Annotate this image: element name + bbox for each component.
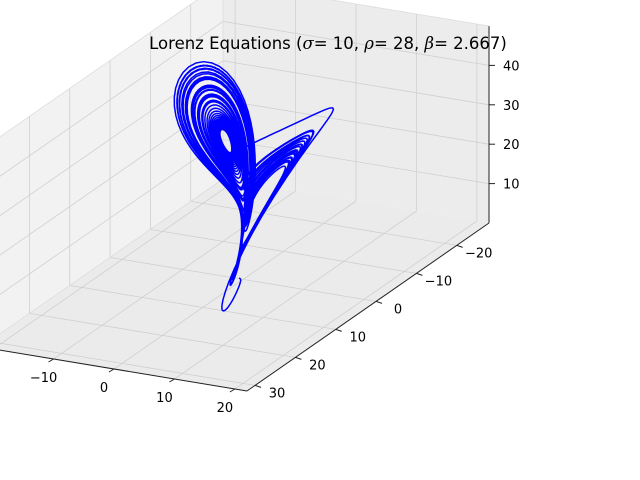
x-tick-label: 10 (156, 391, 173, 406)
z-tick-label: 20 (503, 138, 520, 153)
y-tick (456, 244, 463, 248)
y-tick-label: 20 (309, 358, 326, 373)
y-tick-label: −20 (465, 246, 492, 261)
grid-line-z-left (0, 139, 224, 295)
grid-line-y-floor (110, 257, 377, 302)
pane-edge (329, 0, 490, 27)
x-tick (169, 378, 175, 383)
x-tick-label: 20 (217, 401, 234, 416)
grid-line-z-back (222, 60, 490, 106)
y-tick-label: 30 (269, 386, 286, 401)
grid-line-y-floor (29, 313, 296, 358)
x-tick (229, 388, 236, 393)
grid-line-x-floor (174, 210, 417, 380)
title-beta-value: = 2.667) (434, 34, 507, 53)
chart-title: Lorenz Equations (σ= 10, ρ= 28, β= 2.667… (149, 34, 507, 53)
title-prefix: Lorenz Equations ( (149, 34, 302, 53)
grid-line-z-back (222, 99, 490, 145)
grid-line-y-floor (0, 342, 256, 386)
y-axis-line (246, 222, 490, 392)
title-sigma-symbol: σ (302, 34, 314, 53)
pane-edge (0, 0, 198, 138)
grid-line-y-floor (150, 229, 417, 274)
y-tick-label: −10 (425, 274, 452, 289)
grid-line-y-floor (69, 285, 336, 330)
y-tick (295, 356, 302, 360)
grid-line-z-back (222, 21, 490, 66)
x-tick (108, 368, 115, 373)
grid-line-x-floor (113, 200, 357, 370)
x-tick-label: 0 (100, 381, 108, 396)
trajectory-series (173, 60, 335, 312)
lorenz-trajectory-line (173, 60, 335, 312)
y-tick (335, 328, 342, 332)
y-tick-label: 0 (394, 302, 402, 317)
title-rho-symbol: ρ (363, 34, 374, 53)
grid-line-x-floor (0, 180, 236, 345)
pane-edge (0, 178, 224, 335)
floor-pane (0, 179, 489, 391)
y-tick (416, 272, 423, 276)
title-rho-value: = 28, (374, 34, 425, 53)
grid-line-x-floor (53, 190, 296, 360)
y-tick (375, 300, 383, 304)
z-tick-label: 10 (503, 178, 520, 193)
x-tick (48, 358, 54, 363)
title-beta-symbol: β (424, 34, 435, 53)
grid-line-x-floor (234, 220, 478, 390)
grid-line-z-left (0, 21, 224, 177)
title-sigma-value: = 10, (314, 34, 365, 53)
x-tick-label: −10 (30, 371, 57, 386)
z-tick-label: 40 (503, 59, 520, 74)
grid-line-z-back (222, 139, 490, 184)
z-tick-label: 30 (503, 99, 520, 114)
left-pane (0, 0, 223, 334)
grid-line-y-floor (190, 201, 457, 246)
y-tick (254, 384, 262, 388)
y-tick-label: 10 (349, 330, 366, 345)
